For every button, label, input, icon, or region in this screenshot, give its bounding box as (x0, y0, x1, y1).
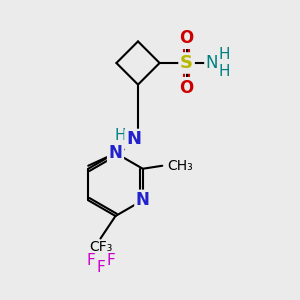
Text: H: H (219, 47, 230, 62)
Text: F: F (86, 253, 95, 268)
Text: N: N (206, 54, 218, 72)
Text: O: O (179, 29, 194, 47)
Text: N: N (109, 144, 122, 162)
Text: CF₃: CF₃ (89, 240, 112, 254)
Text: N: N (136, 191, 150, 209)
Text: F: F (96, 260, 105, 274)
Text: N: N (126, 130, 141, 148)
Text: CH₃: CH₃ (167, 159, 193, 173)
Text: H: H (114, 128, 126, 142)
Text: H: H (219, 64, 230, 79)
Text: S: S (180, 54, 193, 72)
Text: O: O (179, 79, 194, 97)
Text: F: F (106, 253, 115, 268)
